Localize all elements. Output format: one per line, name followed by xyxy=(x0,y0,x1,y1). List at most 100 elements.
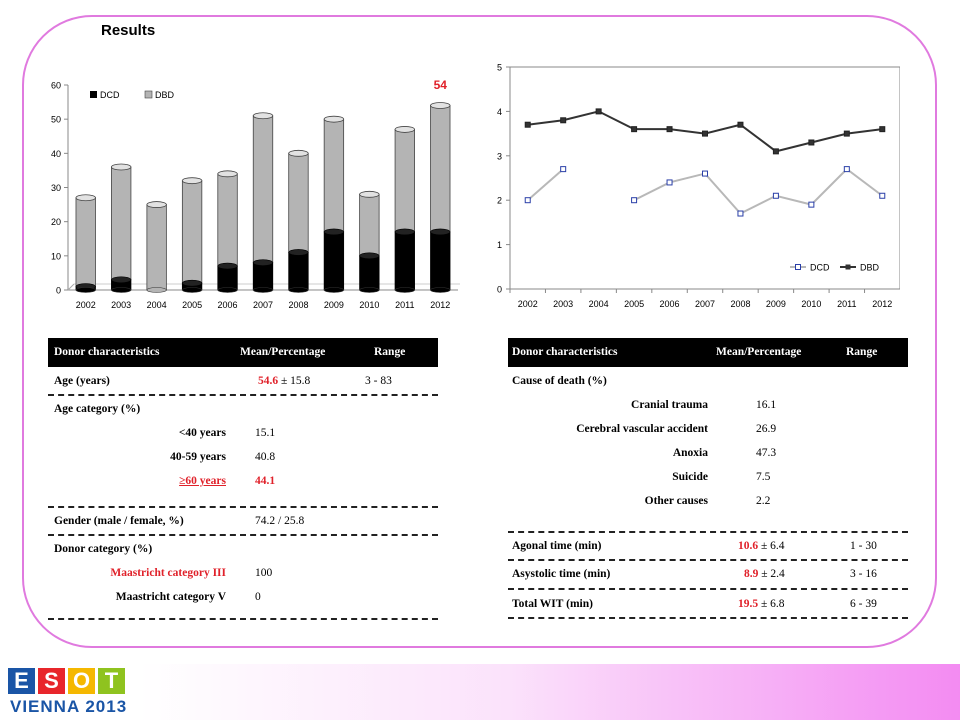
x-tick-label: 2012 xyxy=(872,299,892,309)
y-tick-label: 40 xyxy=(51,149,61,159)
donor-table-right: Donor characteristics Mean/Percentage Ra… xyxy=(508,338,908,623)
bar-dbd xyxy=(111,166,132,281)
y-tick-label: 30 xyxy=(51,183,61,193)
bar-dcd-top xyxy=(217,262,238,270)
x-tick-label: 2004 xyxy=(589,299,609,309)
bar-base xyxy=(323,287,344,293)
series-line-dcd xyxy=(633,167,883,215)
total-wit-mean: 19.5 ± 6.8 xyxy=(738,598,785,610)
gender-label: Gender (male / female, %) xyxy=(54,515,184,527)
bar-base xyxy=(430,287,451,293)
point-dcd xyxy=(808,201,815,208)
agonal-mean-value: 10.6 xyxy=(738,540,759,552)
cause-other-label: Other causes xyxy=(644,495,708,507)
bar-dcd xyxy=(359,255,380,291)
age-mean-value: 54.6 xyxy=(258,375,279,387)
x-tick-label: 2012 xyxy=(430,300,450,310)
bar-dbd-top xyxy=(75,194,96,202)
header-mean-percentage: Mean/Percentage xyxy=(240,346,326,358)
x-tick-label: 2005 xyxy=(624,299,644,309)
divider xyxy=(508,559,908,561)
header-donor-characteristics: Donor characteristics xyxy=(512,346,618,358)
bar-base xyxy=(146,287,167,293)
bar-dbd xyxy=(359,193,380,257)
divider xyxy=(48,506,438,508)
x-tick-label: 2005 xyxy=(182,300,202,310)
age-cat-40-59-label: 40-59 years xyxy=(170,451,226,463)
table-header: Donor characteristics Mean/Percentage Ra… xyxy=(48,338,438,367)
series-line-dcd xyxy=(527,168,564,201)
x-tick-label: 2003 xyxy=(553,299,573,309)
y-tick-label: 0 xyxy=(56,286,61,296)
bar-base xyxy=(394,287,415,293)
point-dbd xyxy=(595,108,602,115)
header-range: Range xyxy=(846,346,878,358)
divider xyxy=(508,531,908,533)
bar-dbd xyxy=(181,180,203,284)
bar-dbd xyxy=(288,152,309,253)
point-dbd xyxy=(560,117,567,124)
cause-cranial-trauma-label: Cranial trauma xyxy=(631,399,708,411)
cause-other-value: 2.2 xyxy=(756,495,771,507)
bar-dcd xyxy=(288,252,309,291)
logo-letter-t: T xyxy=(98,668,125,694)
logo-city: VIENNA 2013 xyxy=(10,697,128,716)
bar-dbd-top xyxy=(146,201,167,208)
divider xyxy=(508,617,908,619)
point-dcd xyxy=(843,166,850,173)
legend-label-dbd: DBD xyxy=(860,263,880,273)
point-dcd xyxy=(702,170,708,177)
cause-cranial-trauma-value: 16.1 xyxy=(756,399,777,411)
point-dbd xyxy=(808,139,815,146)
logo-letter-e: E xyxy=(8,668,35,694)
y-tick-label: 4 xyxy=(497,107,502,117)
total-wit-label: Total WIT (min) xyxy=(512,598,593,610)
bar-dbd-top xyxy=(111,163,132,171)
bar-dbd-top xyxy=(252,112,274,120)
bar-dbd xyxy=(394,129,415,233)
point-dbd xyxy=(666,126,673,133)
x-tick-label: 2007 xyxy=(253,300,273,310)
bar-base xyxy=(288,287,309,293)
x-tick-label: 2010 xyxy=(801,299,821,309)
point-dcd xyxy=(772,192,779,199)
gender-value: 74.2 / 25.8 xyxy=(255,515,305,527)
x-tick-label: 2006 xyxy=(218,300,238,310)
bar-dbd-top xyxy=(430,102,451,109)
bar-dcd-top xyxy=(394,228,415,236)
plot-area xyxy=(509,66,900,290)
age-cat-under-40-value: 15.1 xyxy=(255,427,276,439)
bar-chart: 0 10 20 30 40 50 60 2002 2003 2004 2005 2006 2007 200… xyxy=(51,78,460,310)
bar-dbd xyxy=(217,173,238,267)
divider xyxy=(48,618,438,620)
bar-dcd-top xyxy=(182,279,203,287)
bar-base xyxy=(75,287,96,293)
y-tick-label: 3 xyxy=(497,151,502,161)
y-tick-label: 50 xyxy=(51,115,61,125)
page-title: Results xyxy=(101,22,156,39)
x-tick-label: 2007 xyxy=(695,299,715,309)
x-tick-label: 2003 xyxy=(111,300,131,310)
line-chart: 0 1 2 3 4 5 2002 2003 2004 2005 2006 2007 2008 2009 20… xyxy=(497,63,900,309)
asystolic-time-label: Asystolic time (min) xyxy=(512,568,611,580)
bar-dcd-top xyxy=(288,249,309,256)
wit-sd-value: ± 6.8 xyxy=(758,598,785,610)
bar-dcd-top xyxy=(359,252,380,260)
bar-dbd-top xyxy=(394,126,415,133)
y-tick-label: 20 xyxy=(51,217,61,227)
agonal-time-mean: 10.6 ± 6.4 xyxy=(738,540,785,552)
bar-base xyxy=(359,287,380,293)
x-tick-label: 2008 xyxy=(288,300,308,310)
bar-dbd xyxy=(252,115,274,264)
legend-label-dcd: DCD xyxy=(810,263,830,273)
bar-dbd-top xyxy=(359,190,380,198)
bar-dbd-top xyxy=(288,149,309,157)
x-tick-label: 2008 xyxy=(730,299,750,309)
x-tick-label: 2004 xyxy=(147,300,167,310)
bar-dcd-top xyxy=(111,276,132,284)
esot-logo: E S O T VIENNA 2013 xyxy=(8,668,128,718)
point-dcd xyxy=(879,192,886,199)
maastricht-v-value: 0 xyxy=(255,591,261,603)
logo-letter-s: S xyxy=(38,668,65,694)
point-dbd xyxy=(843,130,850,137)
